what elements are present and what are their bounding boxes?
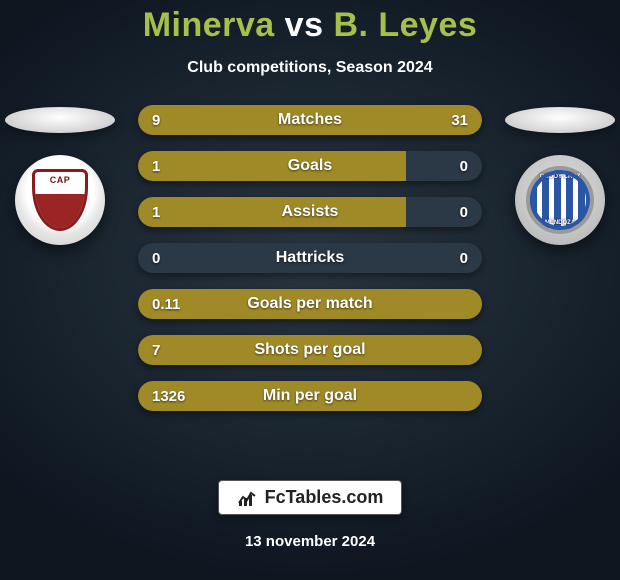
player-left-name: Minerva <box>143 6 275 44</box>
brand-text: FcTables.com <box>265 487 384 508</box>
subtitle: Club competitions, Season 2024 <box>0 59 620 77</box>
stat-value-left: 0 <box>152 243 160 273</box>
stat-bar: Min per goal1326 <box>138 381 482 411</box>
stat-label: Hattricks <box>138 243 482 273</box>
stat-value-right: 0 <box>460 243 468 273</box>
stats-bars: Matches931Goals10Assists10Hattricks00Goa… <box>138 105 482 411</box>
stat-value-left: 0.11 <box>152 289 180 319</box>
right-player-column: GODOY CRUZ MENDOZA <box>500 105 620 445</box>
coin-icon: GODOY CRUZ MENDOZA <box>526 166 594 234</box>
stat-value-right: 0 <box>460 151 468 181</box>
stat-bar: Hattricks0 0 <box>138 243 482 273</box>
player-placeholder-oval <box>5 107 115 133</box>
stat-label: Matches <box>138 105 482 135</box>
stat-label: Shots per goal <box>138 335 482 365</box>
stat-value-left: 9 <box>152 105 160 135</box>
chart-icon <box>237 489 257 507</box>
coin-top-text: GODOY CRUZ <box>530 174 590 180</box>
stat-bar: Matches9 31 <box>138 105 482 135</box>
stat-value-left: 7 <box>152 335 160 365</box>
stat-label: Min per goal <box>138 381 482 411</box>
stat-label: Assists <box>138 197 482 227</box>
stat-bar: Goals per match0.11 <box>138 289 482 319</box>
stat-bar: Goals1 0 <box>138 151 482 181</box>
left-team-badge: CAP <box>15 155 105 245</box>
player-right-name: B. Leyes <box>333 6 477 44</box>
brand-badge: FcTables.com <box>218 480 403 515</box>
right-team-badge: GODOY CRUZ MENDOZA <box>515 155 605 245</box>
vs-text: vs <box>285 6 324 44</box>
page-title: Minerva vs B. Leyes <box>0 0 620 45</box>
stat-bar: Shots per goal7 <box>138 335 482 365</box>
shield-text: CAP <box>35 175 85 185</box>
stat-value-right: 0 <box>460 197 468 227</box>
stat-value-left: 1 <box>152 151 160 181</box>
stat-value-left: 1 <box>152 197 160 227</box>
stat-value-left: 1326 <box>152 381 185 411</box>
stat-bar: Assists1 0 <box>138 197 482 227</box>
shield-icon: CAP <box>32 169 88 231</box>
player-placeholder-oval <box>505 107 615 133</box>
left-player-column: CAP <box>0 105 120 445</box>
stat-value-right: 31 <box>451 105 468 135</box>
stat-label: Goals per match <box>138 289 482 319</box>
date-text: 13 november 2024 <box>0 533 620 550</box>
stat-label: Goals <box>138 151 482 181</box>
coin-bottom-text: MENDOZA <box>530 220 590 226</box>
